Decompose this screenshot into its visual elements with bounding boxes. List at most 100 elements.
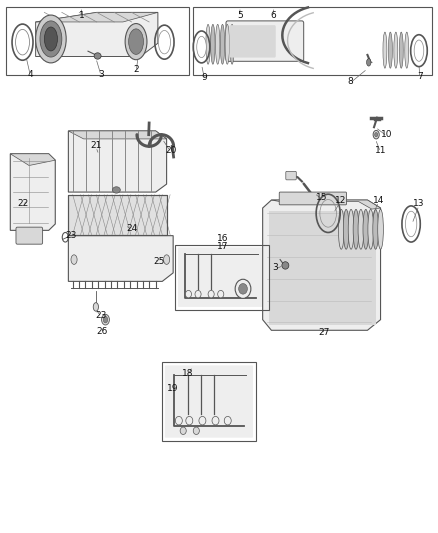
Ellipse shape: [374, 133, 378, 137]
Polygon shape: [263, 200, 381, 330]
FancyBboxPatch shape: [286, 171, 296, 180]
Circle shape: [175, 416, 182, 425]
Ellipse shape: [339, 209, 344, 249]
Text: 25: 25: [153, 257, 164, 265]
Polygon shape: [35, 12, 158, 22]
Text: 4: 4: [28, 70, 33, 78]
Ellipse shape: [35, 15, 66, 63]
Circle shape: [199, 416, 206, 425]
Ellipse shape: [113, 187, 120, 193]
Text: 6: 6: [271, 11, 276, 20]
Ellipse shape: [211, 25, 215, 64]
Circle shape: [193, 427, 199, 434]
Ellipse shape: [103, 317, 108, 323]
Text: 1: 1: [78, 11, 85, 20]
Text: 7: 7: [417, 71, 423, 80]
Text: 21: 21: [90, 141, 102, 150]
Circle shape: [185, 290, 191, 298]
Text: 22: 22: [17, 199, 28, 208]
Ellipse shape: [399, 32, 403, 68]
Ellipse shape: [343, 209, 349, 249]
Circle shape: [180, 427, 186, 434]
Ellipse shape: [40, 21, 62, 57]
Ellipse shape: [348, 209, 354, 249]
Ellipse shape: [129, 29, 144, 54]
Ellipse shape: [367, 59, 371, 66]
Text: 23: 23: [95, 311, 107, 320]
Circle shape: [224, 416, 231, 425]
Ellipse shape: [125, 23, 147, 60]
Ellipse shape: [373, 209, 378, 249]
Text: 9: 9: [202, 73, 208, 82]
Ellipse shape: [353, 209, 359, 249]
Ellipse shape: [71, 255, 77, 264]
Text: 5: 5: [237, 11, 243, 20]
Ellipse shape: [405, 32, 409, 68]
Text: 13: 13: [413, 199, 425, 208]
Text: 3: 3: [272, 263, 278, 272]
Bar: [6, 7, 189, 75]
Bar: [68, 195, 166, 235]
Text: 16: 16: [217, 235, 228, 244]
FancyBboxPatch shape: [178, 247, 266, 307]
Text: 26: 26: [96, 327, 108, 336]
Polygon shape: [68, 131, 166, 139]
Circle shape: [208, 290, 214, 298]
Ellipse shape: [414, 40, 424, 61]
Ellipse shape: [383, 32, 387, 68]
Circle shape: [239, 284, 247, 294]
Text: 8: 8: [347, 77, 353, 86]
Circle shape: [235, 279, 251, 298]
Text: 27: 27: [318, 328, 329, 337]
Text: 2: 2: [133, 66, 139, 74]
Ellipse shape: [373, 131, 379, 139]
Ellipse shape: [102, 314, 110, 325]
Circle shape: [212, 416, 219, 425]
Circle shape: [195, 290, 201, 298]
FancyBboxPatch shape: [16, 227, 42, 244]
Circle shape: [218, 290, 224, 298]
Bar: [68, 195, 166, 235]
Polygon shape: [11, 154, 55, 165]
Ellipse shape: [363, 209, 369, 249]
Text: 23: 23: [65, 231, 76, 240]
Ellipse shape: [15, 29, 29, 55]
Text: 17: 17: [217, 242, 228, 251]
Ellipse shape: [394, 32, 398, 68]
Circle shape: [186, 416, 193, 425]
FancyBboxPatch shape: [165, 366, 253, 438]
Ellipse shape: [93, 303, 99, 311]
Polygon shape: [35, 12, 158, 56]
Ellipse shape: [94, 53, 101, 59]
Ellipse shape: [389, 32, 392, 68]
Text: 20: 20: [165, 146, 177, 155]
Bar: [193, 7, 432, 75]
Text: 11: 11: [375, 146, 386, 155]
Text: 24: 24: [126, 224, 137, 233]
Ellipse shape: [44, 27, 57, 51]
Ellipse shape: [282, 262, 289, 269]
Bar: [175, 245, 269, 310]
Ellipse shape: [215, 25, 220, 64]
Ellipse shape: [225, 25, 230, 64]
Ellipse shape: [158, 30, 170, 54]
Text: 18: 18: [182, 369, 193, 378]
FancyBboxPatch shape: [226, 21, 304, 61]
Ellipse shape: [206, 25, 210, 64]
Ellipse shape: [406, 211, 417, 237]
Polygon shape: [272, 200, 381, 209]
Ellipse shape: [378, 209, 383, 249]
Ellipse shape: [197, 36, 206, 58]
Ellipse shape: [220, 25, 225, 64]
Polygon shape: [68, 236, 173, 281]
FancyBboxPatch shape: [279, 192, 346, 205]
FancyBboxPatch shape: [230, 25, 276, 58]
Text: 3: 3: [98, 70, 104, 78]
Text: 12: 12: [335, 196, 346, 205]
Bar: [269, 211, 376, 325]
Ellipse shape: [368, 209, 374, 249]
Polygon shape: [11, 154, 55, 230]
Text: 19: 19: [167, 384, 179, 393]
Text: 10: 10: [381, 130, 393, 139]
Polygon shape: [68, 131, 166, 192]
